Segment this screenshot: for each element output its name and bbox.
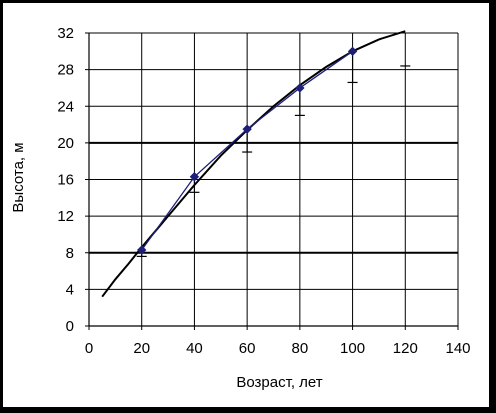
x-tick-labels: 0 20 40 60 80 100 120 140 [85,340,471,357]
x-tick-label: 40 [186,340,203,357]
data-point-marker [189,172,200,182]
x-tick-label: 20 [133,340,150,357]
grid [89,32,459,326]
error-bars-layer [136,51,411,258]
y-tick-label: 32 [57,25,74,42]
data-point-marker [137,245,147,255]
y-tick-label: 20 [57,135,74,152]
y-tick-labels: 0 4 8 12 16 20 24 28 32 [57,25,74,335]
y-tick-label: 0 [66,318,74,335]
x-tick-label: 60 [239,340,256,357]
axes [85,32,459,330]
data-point-marker [295,83,305,93]
y-tick-label: 4 [66,281,74,298]
y-axis-title: Высота, м [10,142,27,212]
data-point-marker [347,46,358,57]
y-tick-label: 8 [66,245,74,262]
y-tick-label: 28 [57,62,74,79]
chart-frame: 0 20 40 60 80 100 120 140 0 4 8 12 16 20 24 28 32 Возра… [3,3,489,407]
y-tick-label: 12 [57,208,74,225]
data-point-marker [242,124,252,134]
x-tick-label: 0 [85,340,93,357]
chart-svg: 0 20 40 60 80 100 120 140 0 4 8 12 16 20 24 28 32 Возра… [10,25,471,391]
markers-layer [137,46,358,255]
x-tick-label: 120 [393,340,418,357]
x-axis-title: Возраст, лет [236,374,322,391]
fitted-curve-line [101,30,406,298]
y-tick-label: 24 [57,98,74,115]
fitted-curve-layer [101,30,406,298]
x-tick-label: 100 [340,340,365,357]
y-tick-label: 16 [57,172,74,189]
x-tick-label: 140 [445,340,470,357]
x-tick-label: 80 [292,340,309,357]
